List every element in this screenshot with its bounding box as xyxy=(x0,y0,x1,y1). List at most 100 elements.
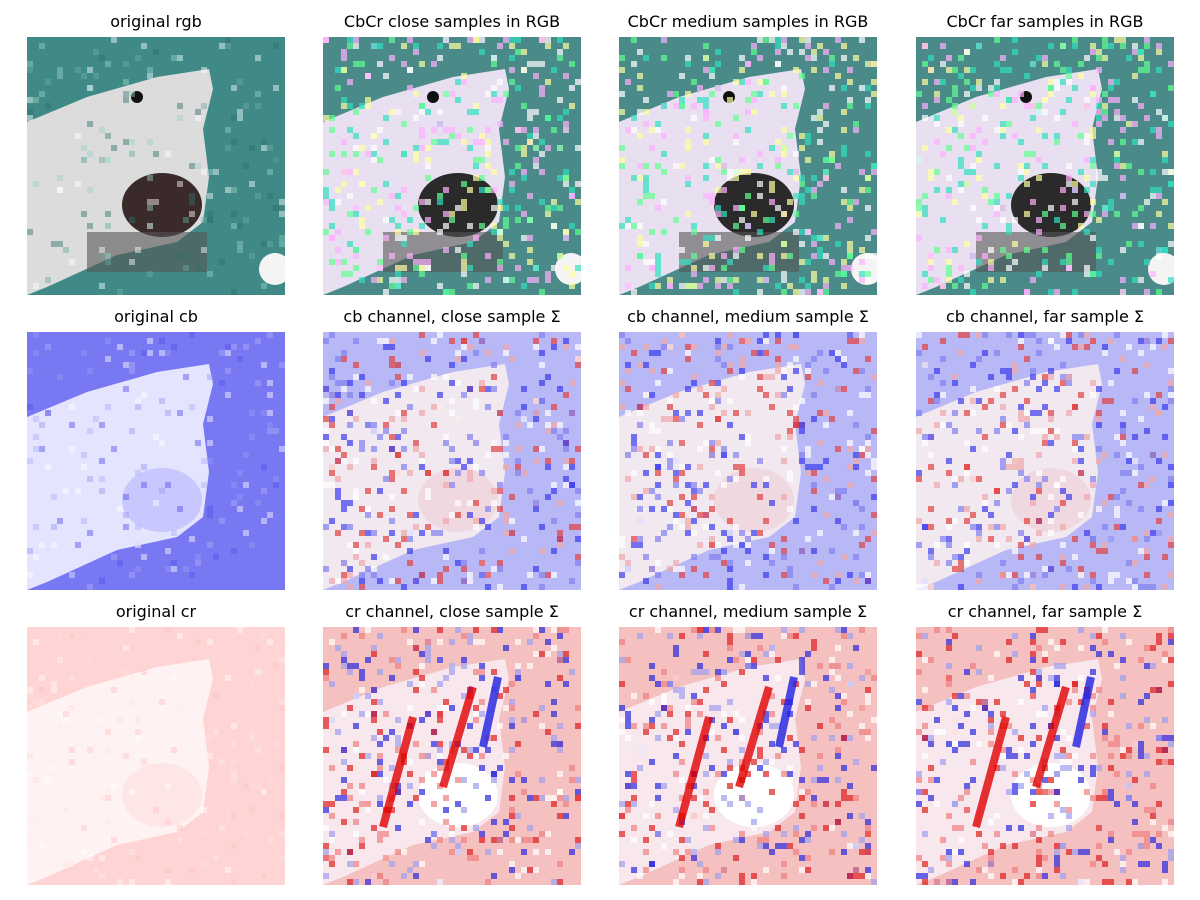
pixel-noise xyxy=(1162,867,1168,873)
pixel-noise xyxy=(739,79,745,85)
pixel-noise xyxy=(865,392,871,398)
pixel-noise xyxy=(437,705,443,711)
pixel-noise xyxy=(401,627,407,633)
pixel-noise xyxy=(946,536,952,542)
pixel-noise xyxy=(1030,277,1036,283)
pixel-noise xyxy=(934,247,940,253)
pixel-noise xyxy=(781,861,787,867)
pixel-noise xyxy=(461,181,467,187)
pixel-noise xyxy=(940,356,946,362)
pixel-noise xyxy=(649,127,655,133)
pixel-noise xyxy=(323,723,329,729)
pixel-noise xyxy=(958,476,964,482)
pixel-noise xyxy=(982,350,988,356)
pixel-noise xyxy=(871,79,877,85)
pixel-noise xyxy=(485,145,491,151)
pixel-noise xyxy=(799,398,805,404)
pixel-noise xyxy=(946,681,952,687)
pixel-noise xyxy=(841,187,847,193)
pixel-noise xyxy=(847,205,853,211)
pixel-noise xyxy=(733,223,739,229)
pixel-noise xyxy=(329,801,335,807)
pixel-noise xyxy=(443,374,449,380)
pixel-noise xyxy=(491,446,497,452)
pixel-noise xyxy=(1102,789,1108,795)
panel-title: CbCr medium samples in RGB xyxy=(628,12,869,31)
pixel-noise xyxy=(811,271,817,277)
pixel-noise xyxy=(569,464,575,470)
pixel-noise xyxy=(1138,350,1144,356)
pixel-noise xyxy=(781,446,787,452)
pixel-noise xyxy=(1114,572,1120,578)
pixel-noise xyxy=(497,235,503,241)
pixel-noise xyxy=(697,711,703,717)
pixel-noise xyxy=(829,61,835,67)
pixel-noise xyxy=(655,163,661,169)
pixel-noise xyxy=(703,572,709,578)
pixel-noise xyxy=(533,265,539,271)
pixel-noise xyxy=(781,145,787,151)
pixel-noise xyxy=(129,362,135,368)
pixel-noise xyxy=(383,338,389,344)
pixel-noise xyxy=(871,464,877,470)
pixel-noise xyxy=(485,163,491,169)
pixel-noise xyxy=(1102,103,1108,109)
pixel-noise xyxy=(539,705,545,711)
pixel-noise xyxy=(823,67,829,73)
pixel-noise xyxy=(859,873,865,879)
pixel-noise xyxy=(473,518,479,524)
pixel-noise xyxy=(811,735,817,741)
pixel-noise xyxy=(87,151,93,157)
pixel-noise xyxy=(757,530,763,536)
pixel-noise xyxy=(916,350,922,356)
pixel-noise xyxy=(39,843,45,849)
pixel-noise xyxy=(976,428,982,434)
pixel-noise xyxy=(1144,663,1150,669)
pixel-noise xyxy=(733,289,739,295)
pixel-noise xyxy=(1054,386,1060,392)
pixel-noise xyxy=(703,55,709,61)
pixel-noise xyxy=(365,380,371,386)
pixel-noise xyxy=(781,374,787,380)
pixel-noise xyxy=(509,867,515,873)
pixel-noise xyxy=(443,470,449,476)
pixel-noise xyxy=(509,518,515,524)
pixel-noise xyxy=(970,145,976,151)
pixel-noise xyxy=(976,79,982,85)
panel-image xyxy=(916,332,1174,590)
pixel-noise xyxy=(619,145,625,151)
pixel-noise xyxy=(425,199,431,205)
pixel-noise xyxy=(1144,753,1150,759)
pixel-noise xyxy=(619,801,625,807)
pixel-noise xyxy=(1120,633,1126,639)
pixel-noise xyxy=(105,795,111,801)
pixel-noise xyxy=(964,560,970,566)
pixel-noise xyxy=(425,494,431,500)
pixel-noise xyxy=(201,169,207,175)
pixel-noise xyxy=(407,705,413,711)
pixel-noise xyxy=(425,157,431,163)
pixel-noise xyxy=(1120,434,1126,440)
pixel-noise xyxy=(195,554,201,560)
pixel-noise xyxy=(491,61,497,67)
pixel-noise xyxy=(165,350,171,356)
pixel-noise xyxy=(473,464,479,470)
pixel-noise xyxy=(994,651,1000,657)
pixel-noise xyxy=(557,115,563,121)
pixel-noise xyxy=(811,488,817,494)
pixel-noise xyxy=(231,139,237,145)
pixel-noise xyxy=(353,861,359,867)
pixel-noise xyxy=(33,434,39,440)
pixel-noise xyxy=(527,133,533,139)
pixel-noise xyxy=(81,825,87,831)
pixel-noise xyxy=(637,253,643,259)
pixel-noise xyxy=(27,572,33,578)
pixel-noise xyxy=(237,470,243,476)
pixel-noise xyxy=(751,819,757,825)
pixel-noise xyxy=(757,253,763,259)
pixel-noise xyxy=(521,283,527,289)
pixel-noise xyxy=(497,560,503,566)
pixel-noise xyxy=(473,711,479,717)
pixel-noise xyxy=(721,452,727,458)
pixel-noise xyxy=(1090,91,1096,97)
